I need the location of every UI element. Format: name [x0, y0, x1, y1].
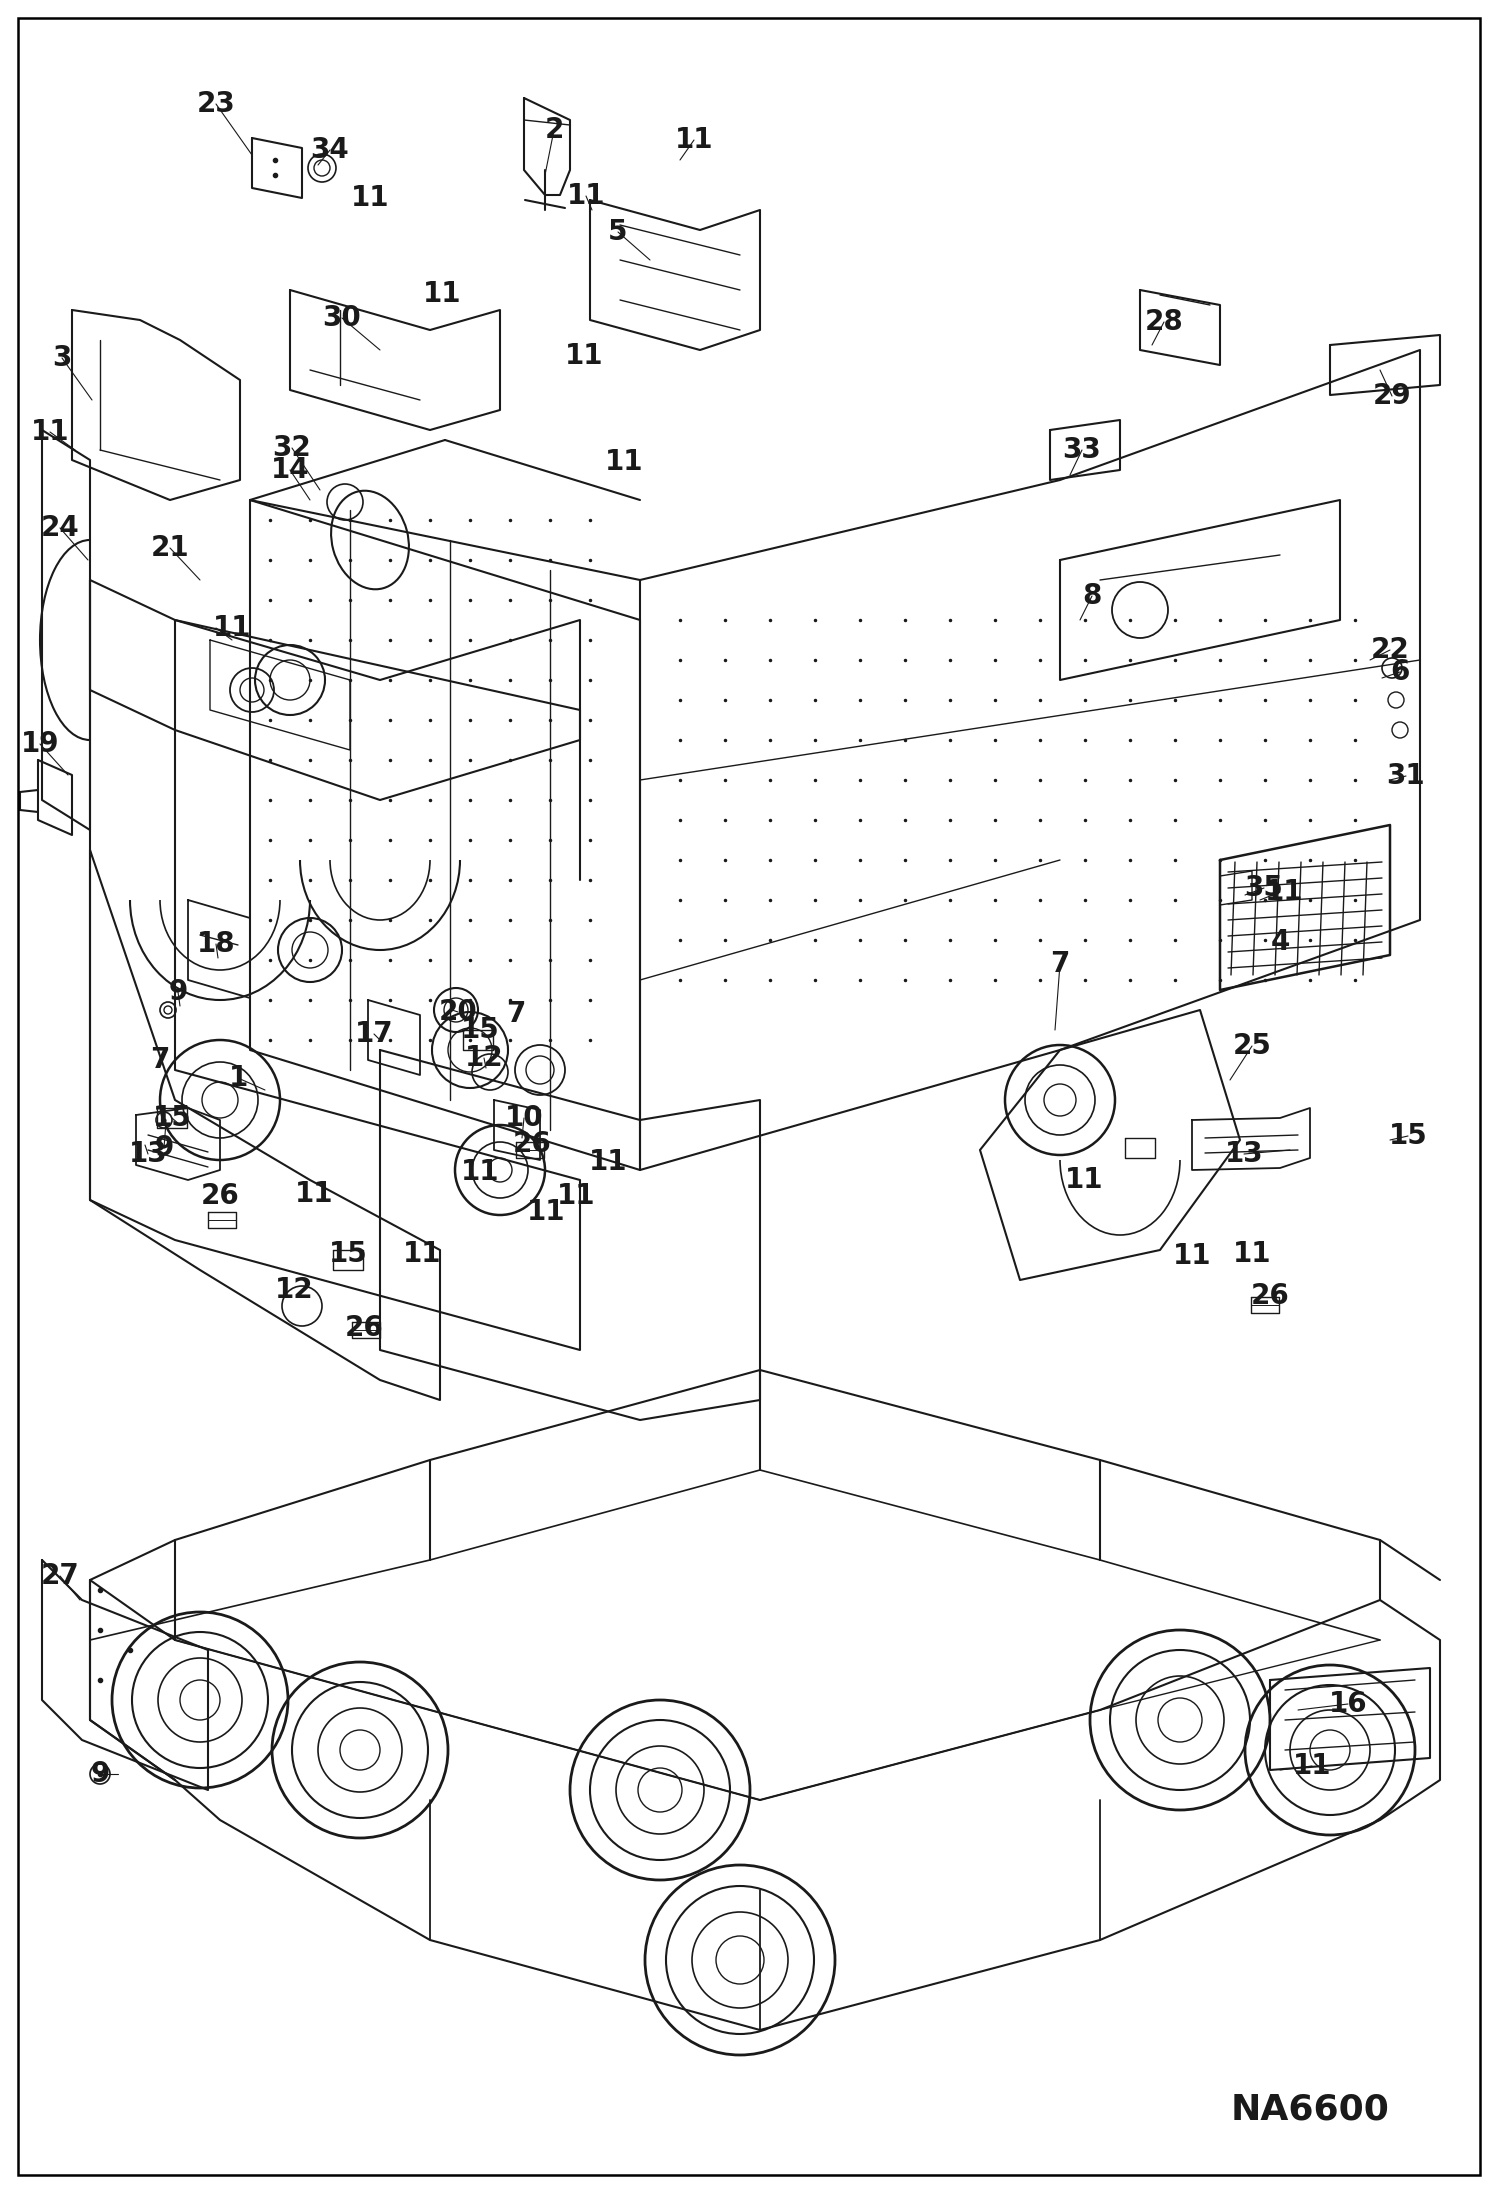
Text: 29: 29: [1372, 382, 1411, 410]
Text: 11: 11: [557, 1182, 595, 1211]
Text: 13: 13: [129, 1140, 168, 1169]
Text: 15: 15: [460, 1015, 499, 1044]
Text: 15: 15: [153, 1103, 192, 1132]
Text: 5: 5: [608, 217, 628, 246]
Text: 8: 8: [1083, 581, 1101, 610]
Text: 19: 19: [21, 730, 60, 759]
Text: 20: 20: [439, 998, 478, 1026]
Text: 22: 22: [1371, 636, 1410, 664]
Text: 1: 1: [228, 1064, 247, 1092]
Text: 11: 11: [1264, 877, 1303, 906]
Text: 11: 11: [351, 184, 389, 213]
Text: 26: 26: [1251, 1283, 1290, 1309]
Text: 12: 12: [464, 1044, 503, 1072]
Text: 18: 18: [196, 930, 235, 958]
Text: 7: 7: [506, 1000, 526, 1029]
Text: 34: 34: [310, 136, 349, 164]
Text: 26: 26: [345, 1314, 383, 1342]
Text: 11: 11: [461, 1158, 499, 1186]
Text: NA6600: NA6600: [1230, 2092, 1390, 2127]
Text: 7: 7: [150, 1046, 169, 1075]
Text: 30: 30: [322, 305, 361, 331]
Text: 7: 7: [1050, 950, 1070, 978]
Text: 15: 15: [1389, 1123, 1428, 1149]
Text: 11: 11: [566, 182, 605, 211]
Text: 26: 26: [201, 1182, 240, 1211]
Text: 24: 24: [40, 513, 79, 542]
Text: 12: 12: [274, 1276, 313, 1305]
Text: 11: 11: [605, 447, 643, 476]
Text: 31: 31: [1387, 761, 1425, 789]
Text: 27: 27: [40, 1561, 79, 1590]
Text: 13: 13: [1225, 1140, 1263, 1169]
Text: 11: 11: [422, 281, 461, 307]
Text: 11: 11: [1173, 1241, 1212, 1270]
Text: 23: 23: [196, 90, 235, 118]
Text: 11: 11: [31, 419, 69, 445]
Text: 14: 14: [271, 456, 309, 485]
Text: 11: 11: [1065, 1167, 1103, 1193]
Text: 16: 16: [1329, 1691, 1368, 1717]
Text: 11: 11: [403, 1239, 442, 1268]
Text: 15: 15: [328, 1239, 367, 1268]
Text: 11: 11: [1293, 1752, 1332, 1781]
Text: 33: 33: [1062, 436, 1101, 465]
Text: 6: 6: [1390, 658, 1410, 686]
Text: 28: 28: [1144, 307, 1183, 336]
Text: 2: 2: [544, 116, 563, 145]
Text: 11: 11: [213, 614, 252, 643]
Text: 25: 25: [1233, 1033, 1272, 1059]
Text: 26: 26: [512, 1129, 551, 1158]
Text: 11: 11: [1233, 1239, 1272, 1268]
Text: 11: 11: [589, 1147, 628, 1175]
Text: 11: 11: [565, 342, 604, 371]
Text: 4: 4: [1270, 928, 1290, 956]
Text: 10: 10: [505, 1103, 544, 1132]
Text: 11: 11: [527, 1197, 565, 1226]
Text: 17: 17: [355, 1020, 394, 1048]
Text: 11: 11: [295, 1180, 333, 1208]
Text: 3: 3: [52, 344, 72, 373]
Text: 9: 9: [154, 1134, 174, 1162]
Text: 32: 32: [273, 434, 312, 463]
Text: 11: 11: [674, 125, 713, 154]
Text: 21: 21: [151, 535, 189, 561]
Text: 9: 9: [168, 978, 187, 1007]
Text: 35: 35: [1245, 875, 1284, 901]
Text: 9: 9: [90, 1761, 109, 1787]
